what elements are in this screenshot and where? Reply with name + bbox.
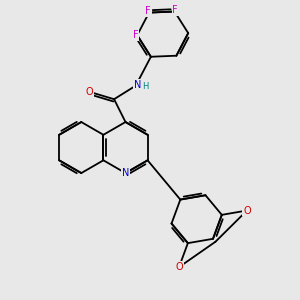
Text: O: O xyxy=(86,87,94,97)
Text: O: O xyxy=(175,262,183,272)
Text: N: N xyxy=(122,168,129,178)
Text: F: F xyxy=(133,30,139,40)
Text: N: N xyxy=(134,80,141,90)
Text: O: O xyxy=(243,206,251,215)
Text: F: F xyxy=(172,5,178,15)
Text: F: F xyxy=(146,6,151,16)
Text: H: H xyxy=(142,82,148,91)
